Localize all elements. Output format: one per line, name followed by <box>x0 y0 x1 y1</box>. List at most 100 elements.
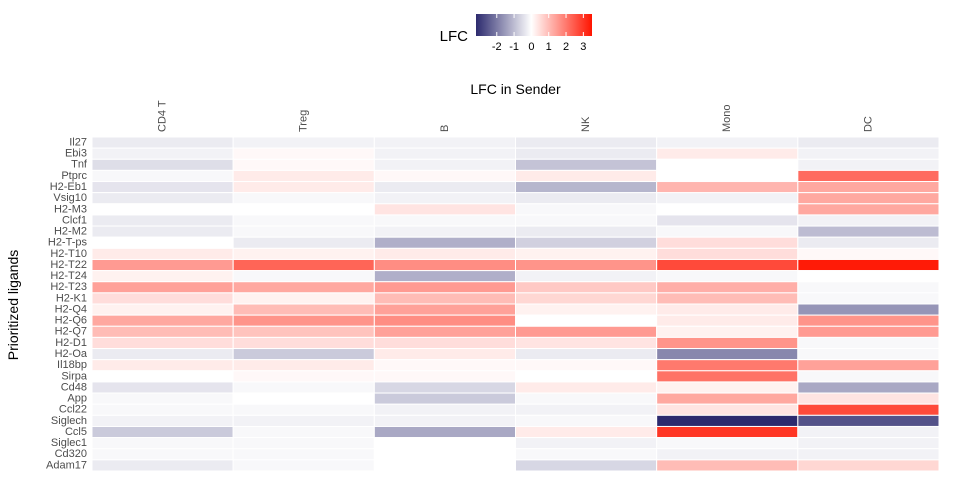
heatmap-cell <box>515 325 658 338</box>
heatmap-cell <box>656 459 799 472</box>
heatmap-cell <box>797 359 940 372</box>
heatmap-cell <box>91 403 234 416</box>
heatmap-cell <box>232 381 375 394</box>
heatmap-cell <box>373 381 517 394</box>
heatmap-cell <box>515 192 658 205</box>
heatmap-cell <box>91 136 234 149</box>
heatmap-cell <box>91 192 234 205</box>
heatmap-cell <box>373 437 517 450</box>
heatmap-cell <box>91 281 234 294</box>
heatmap-cell <box>373 414 517 427</box>
heatmap-cell <box>656 136 799 149</box>
heatmap-cell <box>797 281 940 294</box>
heatmap-cell <box>515 448 658 461</box>
heatmap-cell <box>373 169 517 183</box>
heatmap-cell <box>515 459 658 472</box>
row-label: H2-T22 <box>50 259 87 271</box>
heatmap-cell <box>656 414 799 427</box>
heatmap-cell <box>232 414 375 427</box>
heatmap-cell <box>91 370 234 383</box>
heatmap-cell <box>656 403 799 416</box>
heatmap-cell <box>797 169 940 183</box>
heatmap-cell <box>232 192 375 205</box>
heatmap-cell <box>232 225 375 238</box>
column-label: Mono <box>721 104 733 132</box>
heatmap-cell <box>515 403 658 416</box>
heatmap-cell <box>515 247 658 260</box>
heatmap-cell <box>91 359 234 372</box>
heatmap-cell <box>232 214 375 227</box>
column-label: B <box>439 125 451 132</box>
row-label: H2-Q4 <box>55 303 87 315</box>
heatmap-cell <box>91 392 234 405</box>
heatmap-cell <box>515 336 658 350</box>
row-label: App <box>67 393 87 405</box>
heatmap-cell <box>797 214 940 227</box>
heatmap-cell <box>91 336 234 350</box>
row-label: Ebi3 <box>65 148 87 160</box>
heatmap-cell <box>373 158 517 171</box>
heatmap-cell <box>232 181 375 194</box>
heatmap-cell <box>373 403 517 416</box>
heatmap-cell <box>232 247 375 260</box>
heatmap-cell <box>232 203 375 216</box>
row-label: Clcf1 <box>62 214 87 226</box>
heatmap-cell <box>515 203 658 216</box>
heatmap-cells <box>91 136 940 472</box>
heatmap-cell <box>515 303 658 316</box>
row-label: H2-Eb1 <box>50 181 87 193</box>
heatmap-cell <box>91 437 234 450</box>
heatmap-cell <box>515 370 658 383</box>
heatmap-cell <box>232 325 375 338</box>
heatmap-cell <box>373 359 517 372</box>
heatmap-cell <box>91 459 234 472</box>
heatmap-cell <box>373 270 517 283</box>
heatmap-cell <box>656 425 799 439</box>
heatmap-cell <box>373 236 517 249</box>
heatmap-cell <box>91 203 234 216</box>
row-label: H2-Oa <box>55 348 88 360</box>
heatmap-cell <box>373 425 517 439</box>
heatmap-cell <box>515 169 658 183</box>
heatmap-cell <box>515 214 658 227</box>
heatmap-cell <box>656 147 799 160</box>
heatmap-cell <box>797 325 940 338</box>
heatmap-cell <box>373 314 517 327</box>
heatmap-cell <box>515 225 658 238</box>
heatmap-cell <box>656 292 799 305</box>
heatmap-cell <box>91 270 234 283</box>
heatmap-cell <box>373 448 517 461</box>
column-labels: CD4 T Treg B NK Mono DC <box>156 100 874 132</box>
heatmap-cell <box>373 281 517 294</box>
heatmap-cell <box>373 258 517 272</box>
heatmap-cell <box>91 448 234 461</box>
heatmap-cell <box>232 359 375 372</box>
heatmap-cell <box>515 270 658 283</box>
heatmap-cell <box>797 381 940 394</box>
heatmap-cell <box>656 370 799 383</box>
heatmap-cell <box>232 236 375 249</box>
heatmap-cell <box>797 225 940 238</box>
heatmap-cell <box>797 414 940 427</box>
heatmap-cell <box>656 236 799 249</box>
heatmap-cell <box>797 258 940 272</box>
row-label: Il27 <box>69 136 87 148</box>
column-label: DC <box>862 116 874 132</box>
row-labels: Il27Ebi3TnfPtprcH2-Eb1Vsig10H2-M3Clcf1H2… <box>46 136 88 471</box>
heatmap-cell <box>232 158 375 171</box>
row-label: Ccl5 <box>65 426 87 438</box>
heatmap-cell <box>91 414 234 427</box>
heatmap-cell <box>656 203 799 216</box>
column-label: Treg <box>298 110 310 132</box>
heatmap-cell <box>373 136 517 149</box>
heatmap-cell <box>515 392 658 405</box>
heatmap-cell <box>91 181 234 194</box>
row-label: H2-D1 <box>55 337 87 349</box>
heatmap-cell <box>656 192 799 205</box>
heatmap-cell <box>656 303 799 316</box>
row-label: H2-T23 <box>50 281 87 293</box>
heatmap-cell <box>373 370 517 383</box>
heatmap-cell <box>797 203 940 216</box>
heatmap-cell <box>373 459 517 472</box>
row-label: Siglech <box>51 415 87 427</box>
